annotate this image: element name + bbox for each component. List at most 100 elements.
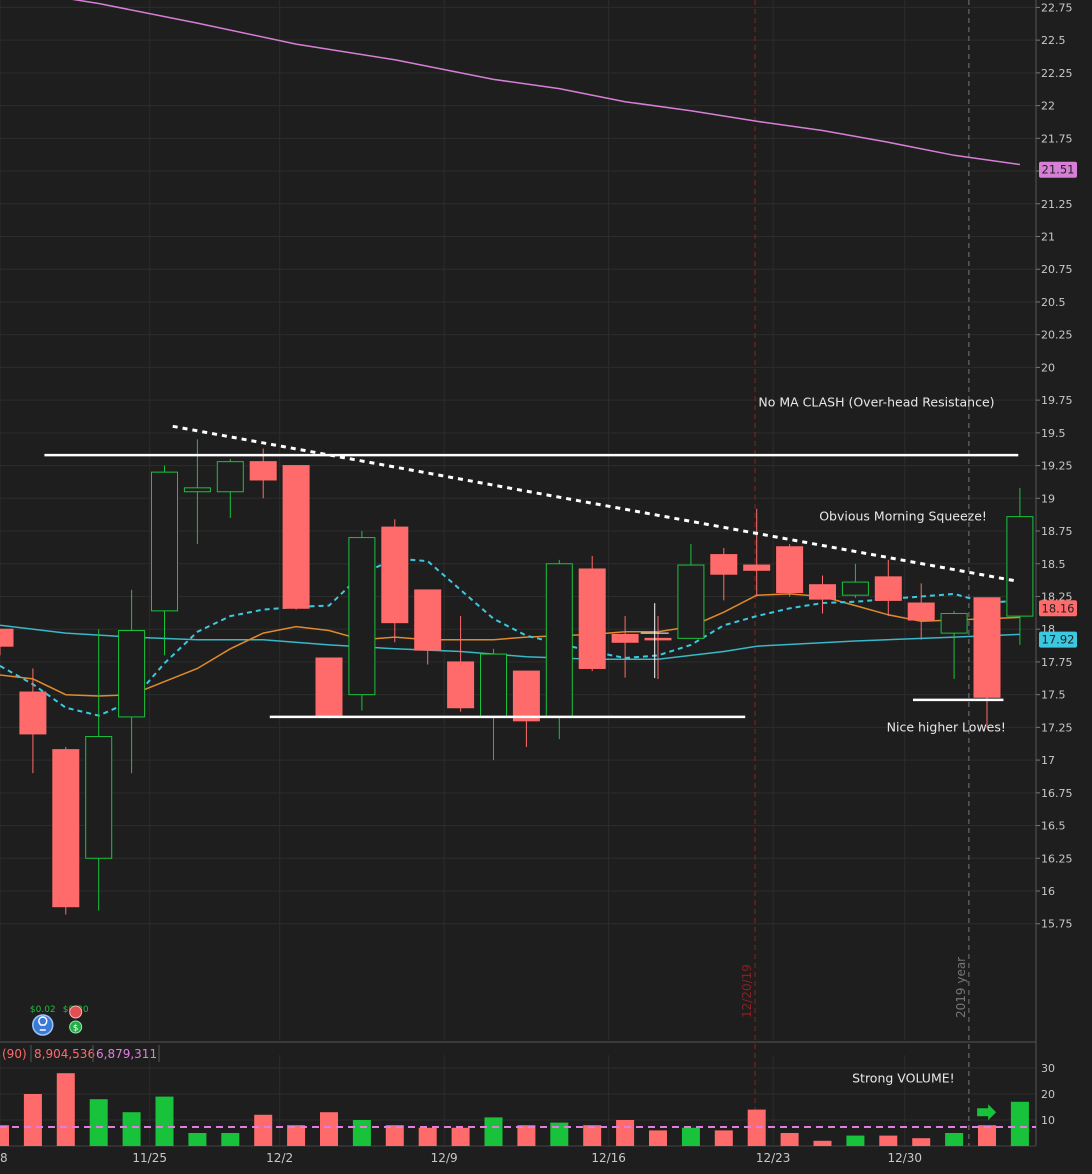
price-tick-label: 20.5: [1041, 296, 1066, 309]
x-tick-label: 12/16: [591, 1151, 626, 1165]
candle-body: [348, 537, 376, 696]
candle: [776, 544, 804, 597]
price-tick-label: 18.5: [1041, 558, 1066, 571]
price-tick-label: 17: [1041, 754, 1055, 767]
dividend-glyph: $: [73, 1024, 79, 1034]
price-tick-label: 21: [1041, 231, 1055, 244]
price-label-bg: [1039, 600, 1077, 617]
volume-bar: [879, 1135, 898, 1146]
price-tick-label: 19.5: [1041, 427, 1066, 440]
candle-body: [52, 749, 80, 908]
candle: [315, 657, 343, 719]
bulb-glyph: [38, 1016, 48, 1031]
candle: [940, 610, 968, 679]
price-tick-label: 19.25: [1041, 460, 1073, 473]
candle-body: [85, 736, 113, 859]
candle-body: [512, 670, 540, 722]
price-tick-label: 22.25: [1041, 67, 1073, 80]
candle-body: [480, 653, 507, 718]
price-tick-label: 16.25: [1041, 852, 1073, 865]
ma-line-ma200: [71, 0, 1021, 166]
volume-tick-label: 10: [1041, 1114, 1055, 1127]
candle: [85, 629, 113, 911]
trendline-dotted: [172, 424, 1016, 583]
volume-bar: [649, 1130, 667, 1146]
price-tick-label: 19.75: [1041, 394, 1073, 407]
candle-body: [710, 554, 738, 575]
volume-bar: [583, 1125, 602, 1146]
candle: [677, 544, 705, 639]
candle-body: [216, 461, 244, 493]
volume-bar: [221, 1133, 240, 1146]
price-tick-label: 17.5: [1041, 689, 1066, 702]
price-tick-label: 20.75: [1041, 263, 1073, 276]
volume-bar: [681, 1127, 700, 1146]
volume-bar: [254, 1114, 273, 1146]
arrow-right-icon: [977, 1104, 997, 1121]
price-tick-label: 22: [1041, 100, 1055, 113]
price-label-bg: [1039, 161, 1077, 178]
chart-annotation: No MA CLASH (Over-head Resistance): [758, 395, 994, 410]
volume-bar: [714, 1130, 733, 1146]
price-label-badge: 21.51: [1039, 161, 1077, 178]
candle: [809, 575, 836, 614]
price-tick-label: 22.75: [1041, 1, 1073, 14]
candle: [512, 670, 540, 748]
vertical-marker-label: 2019 year: [954, 957, 968, 1018]
candle: [480, 648, 507, 761]
candle-body: [809, 584, 836, 600]
candle-body: [545, 563, 573, 718]
phone-icon[interactable]: [69, 1005, 83, 1019]
volume-bar: [484, 1117, 503, 1146]
volume-bar: [155, 1096, 174, 1146]
candle-body: [414, 589, 442, 651]
candle: [282, 465, 310, 610]
volume-bar: [912, 1138, 931, 1146]
x-tick-label: 12/2: [266, 1151, 293, 1165]
dividend-icon[interactable]: [69, 1020, 83, 1034]
candle: [348, 531, 376, 711]
candle-body: [447, 661, 475, 709]
price-tick-label: 18.25: [1041, 590, 1073, 603]
volume-bar: [0, 1125, 9, 1146]
x-tick-label: 12/9: [431, 1151, 458, 1165]
price-tick-label: 20.25: [1041, 329, 1073, 342]
candle: [52, 747, 80, 915]
candle: [249, 448, 277, 499]
volume-stat: 6,879,311: [96, 1047, 157, 1061]
candle: [447, 616, 475, 712]
candle: [874, 559, 902, 617]
volume-bar: [188, 1133, 207, 1146]
candle-body: [0, 628, 14, 647]
chart-annotation: Nice higher Lowes!: [887, 719, 1006, 734]
candle-body: [611, 633, 639, 643]
vertical-marker-label: 12/20/19: [740, 964, 754, 1018]
price-tick-label: 20: [1041, 361, 1055, 374]
candle: [216, 459, 244, 518]
candle: [0, 628, 14, 656]
price-label-bg: [1039, 631, 1077, 648]
candle-body: [776, 546, 804, 594]
volume-stat: (90): [2, 1047, 27, 1061]
candle: [151, 465, 178, 656]
candle-body: [381, 526, 409, 624]
volume-bar: [89, 1099, 108, 1146]
price-tick-label: 17.25: [1041, 721, 1073, 734]
candle: [118, 589, 146, 774]
volume-bar: [320, 1112, 338, 1146]
volume-bar: [451, 1127, 470, 1146]
x-tick-label: 12/23: [756, 1151, 791, 1165]
volume-bar: [287, 1125, 306, 1146]
candle-body: [282, 465, 310, 609]
ma-line-ma20: [0, 593, 1020, 697]
candle-body: [874, 576, 902, 601]
crosshair-cursor: [640, 603, 669, 679]
volume-bar: [846, 1135, 865, 1146]
candle-body: [183, 487, 211, 493]
candle-body: [151, 471, 178, 612]
candle-body: [249, 461, 277, 481]
chart-annotation: Obvious Morning Squeeze!: [819, 509, 987, 524]
candle: [743, 508, 771, 597]
